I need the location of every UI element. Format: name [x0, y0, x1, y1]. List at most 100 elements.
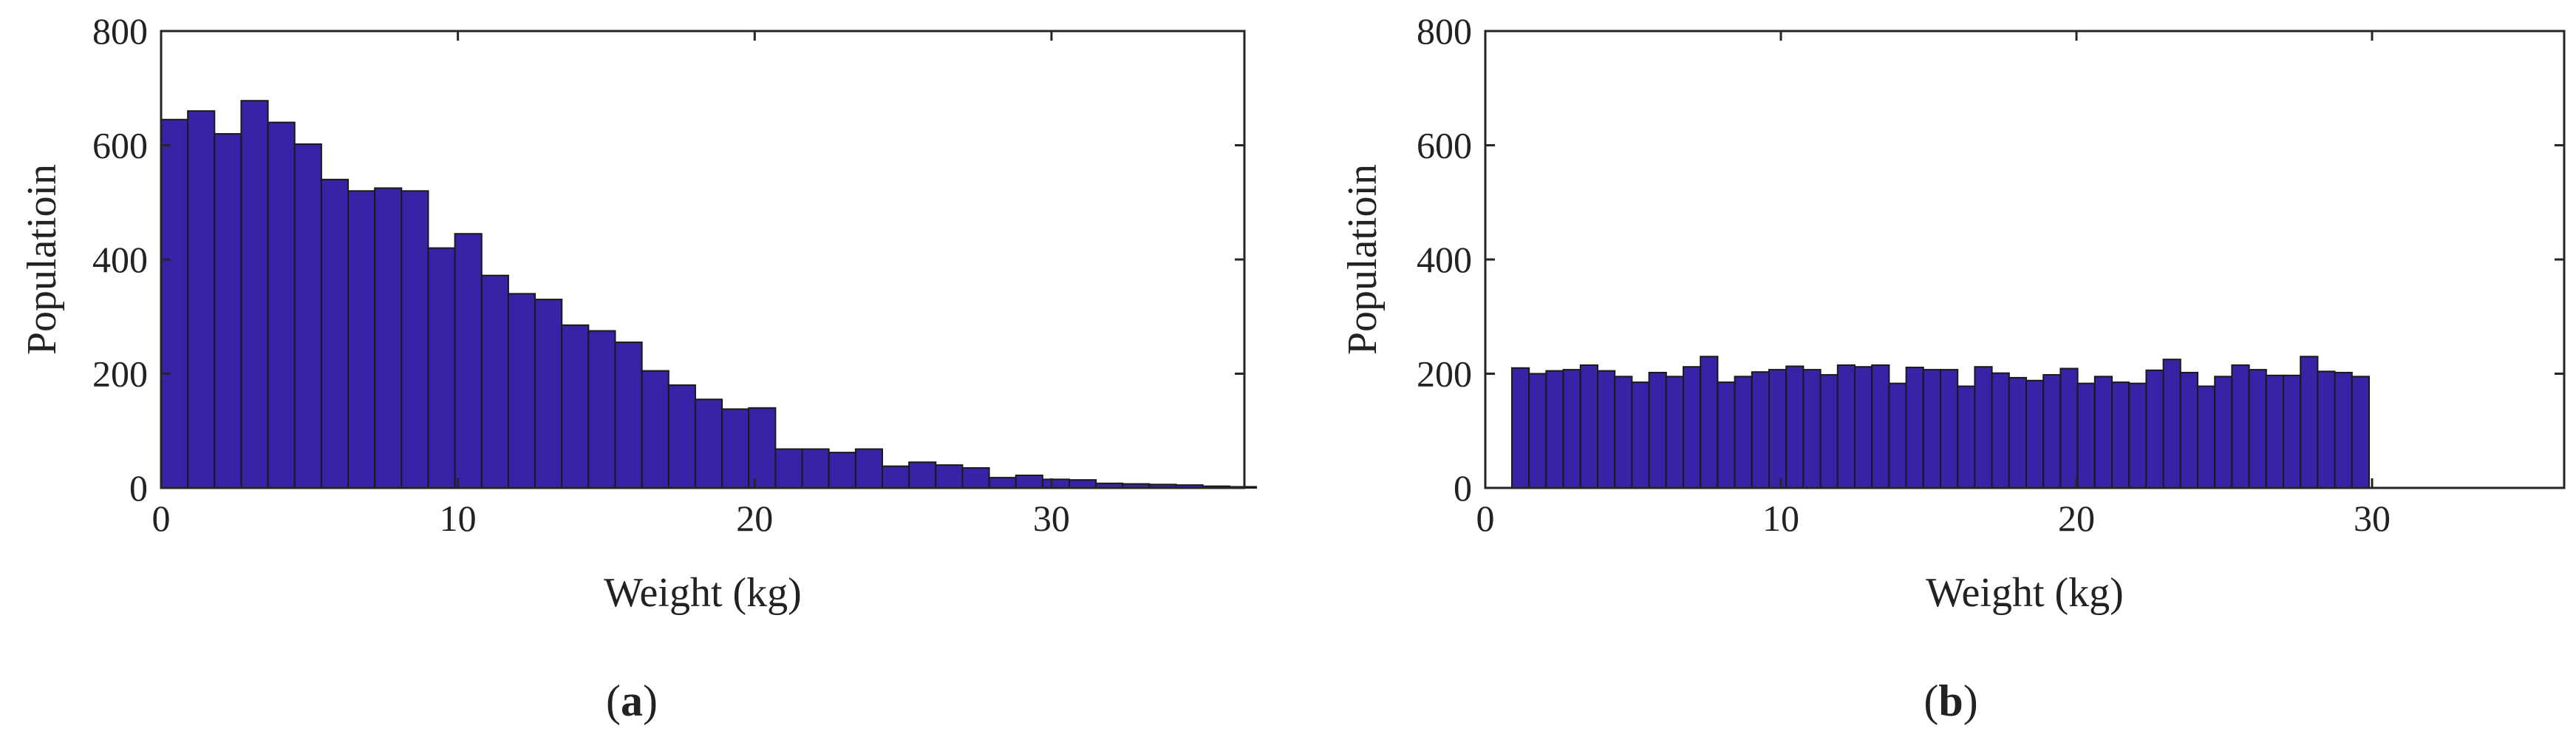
y-tick-label: 400 — [1417, 239, 1472, 280]
histogram-bar — [935, 464, 964, 489]
histogram-bar — [561, 324, 590, 489]
histogram-bar — [1888, 382, 1907, 489]
histogram-bar — [2111, 381, 2130, 489]
histogram-bar — [2300, 356, 2319, 489]
histogram-bar — [2008, 376, 2028, 489]
histogram-bar — [2059, 367, 2079, 489]
histogram-bar — [1511, 367, 1530, 489]
histogram-bar — [427, 247, 456, 489]
histogram-bar — [614, 342, 643, 489]
y-tick-label: 600 — [1417, 125, 1472, 166]
histogram-bar — [320, 178, 350, 489]
x-tick-label: 10 — [440, 498, 477, 539]
histogram-bar — [908, 461, 937, 489]
histogram-bar — [1528, 373, 1547, 489]
histogram-bar — [828, 452, 856, 489]
x-tick-label: 0 — [1476, 498, 1495, 539]
y-tick-label: 200 — [1417, 353, 1472, 395]
histogram-bar — [1802, 369, 1822, 489]
histogram-bar — [1069, 479, 1097, 489]
x-tick-label: 0 — [152, 498, 171, 539]
histogram-bar — [1871, 364, 1890, 489]
histogram-bar — [160, 118, 189, 489]
histogram-bar — [774, 448, 803, 489]
histogram-bar — [1734, 376, 1753, 489]
histogram-bar — [721, 408, 750, 489]
x-tick-label: 30 — [2354, 498, 2391, 539]
histogram-bar — [1614, 376, 1633, 489]
histogram-bar — [1819, 374, 1839, 489]
histogram-bar — [507, 293, 536, 489]
histogram-bar — [2351, 376, 2371, 489]
histogram-bar — [1700, 356, 1719, 489]
histogram-bar — [1905, 367, 1924, 489]
histogram-bar — [1940, 369, 1959, 489]
histogram-bar — [801, 448, 830, 489]
y-tick-label: 800 — [92, 10, 148, 52]
histogram-bar — [454, 233, 483, 489]
histogram-bar — [480, 274, 509, 489]
histogram-bar — [214, 133, 242, 489]
histogram-bar — [1597, 370, 1616, 489]
histogram-bar — [2179, 371, 2199, 489]
panel-label-b: (b) — [1924, 676, 1977, 725]
histogram-bar — [988, 477, 1017, 489]
histogram-bar — [641, 370, 669, 489]
histogram-bar — [1751, 371, 1771, 489]
histogram-bar — [534, 299, 563, 489]
x-tick-label: 30 — [1033, 498, 1070, 539]
histogram-bar — [1785, 365, 1805, 489]
histogram-bar — [1579, 364, 1599, 489]
y-tick-label: 800 — [1417, 10, 1472, 52]
histogram-bar — [187, 110, 216, 489]
histogram-bar — [1648, 371, 1667, 489]
histogram-bar — [1665, 376, 1685, 489]
panel-label-a: (a) — [606, 676, 658, 725]
histogram-bar — [1717, 381, 1736, 489]
y-tick-label: 400 — [92, 239, 148, 280]
histogram-bar — [694, 398, 723, 489]
histogram-bar — [667, 384, 696, 489]
histogram-bar — [854, 448, 883, 489]
histogram-bar — [2076, 382, 2096, 489]
x-tick-label: 10 — [1762, 498, 1799, 539]
bars-a — [160, 100, 1258, 489]
histogram-bar — [2145, 369, 2164, 489]
histogram-bar — [2025, 379, 2045, 489]
x-axis-label-b: Weight (kg) — [1926, 570, 2124, 616]
histogram-bar — [1683, 366, 1702, 489]
histogram-bar — [1562, 369, 1581, 489]
histogram-bar — [2283, 374, 2302, 489]
histogram-bar — [2317, 370, 2336, 489]
x-axis-label-a: Weight (kg) — [604, 570, 802, 616]
histogram-bar — [1631, 381, 1650, 489]
histogram-bar — [347, 190, 376, 489]
histogram-bar — [748, 407, 777, 489]
y-tick-label: 0 — [1454, 467, 1472, 509]
histogram-bar — [881, 465, 910, 489]
histogram-bar — [2334, 371, 2353, 489]
histogram-bar — [2128, 382, 2147, 489]
histogram-bar — [2231, 364, 2250, 489]
histogram-bar — [2248, 369, 2267, 489]
y-axis-label-b: Populatioin — [1340, 164, 1386, 355]
x-tick-label: 20 — [2058, 498, 2095, 539]
histogram-bar — [267, 121, 296, 489]
y-axis-label-a: Populatioin — [19, 164, 65, 355]
ticks-b: 0 10 20 30 0 200 400 600 800 — [1417, 10, 2564, 539]
histogram-bar — [1041, 478, 1071, 489]
histogram-bar — [2042, 374, 2062, 489]
histogram-bar — [2162, 359, 2181, 489]
histogram-bar — [2197, 385, 2216, 489]
bars-b — [1511, 356, 2371, 489]
histogram-bar — [1768, 369, 1788, 489]
histogram-bar — [1974, 366, 1993, 489]
histogram-bar — [293, 143, 322, 489]
y-tick-label: 200 — [92, 353, 148, 395]
histogram-bar — [240, 100, 269, 489]
histogram-bar — [401, 190, 429, 489]
histogram-bar — [1991, 372, 2010, 489]
histogram-bar — [1015, 475, 1043, 489]
histogram-bar — [2214, 376, 2233, 489]
